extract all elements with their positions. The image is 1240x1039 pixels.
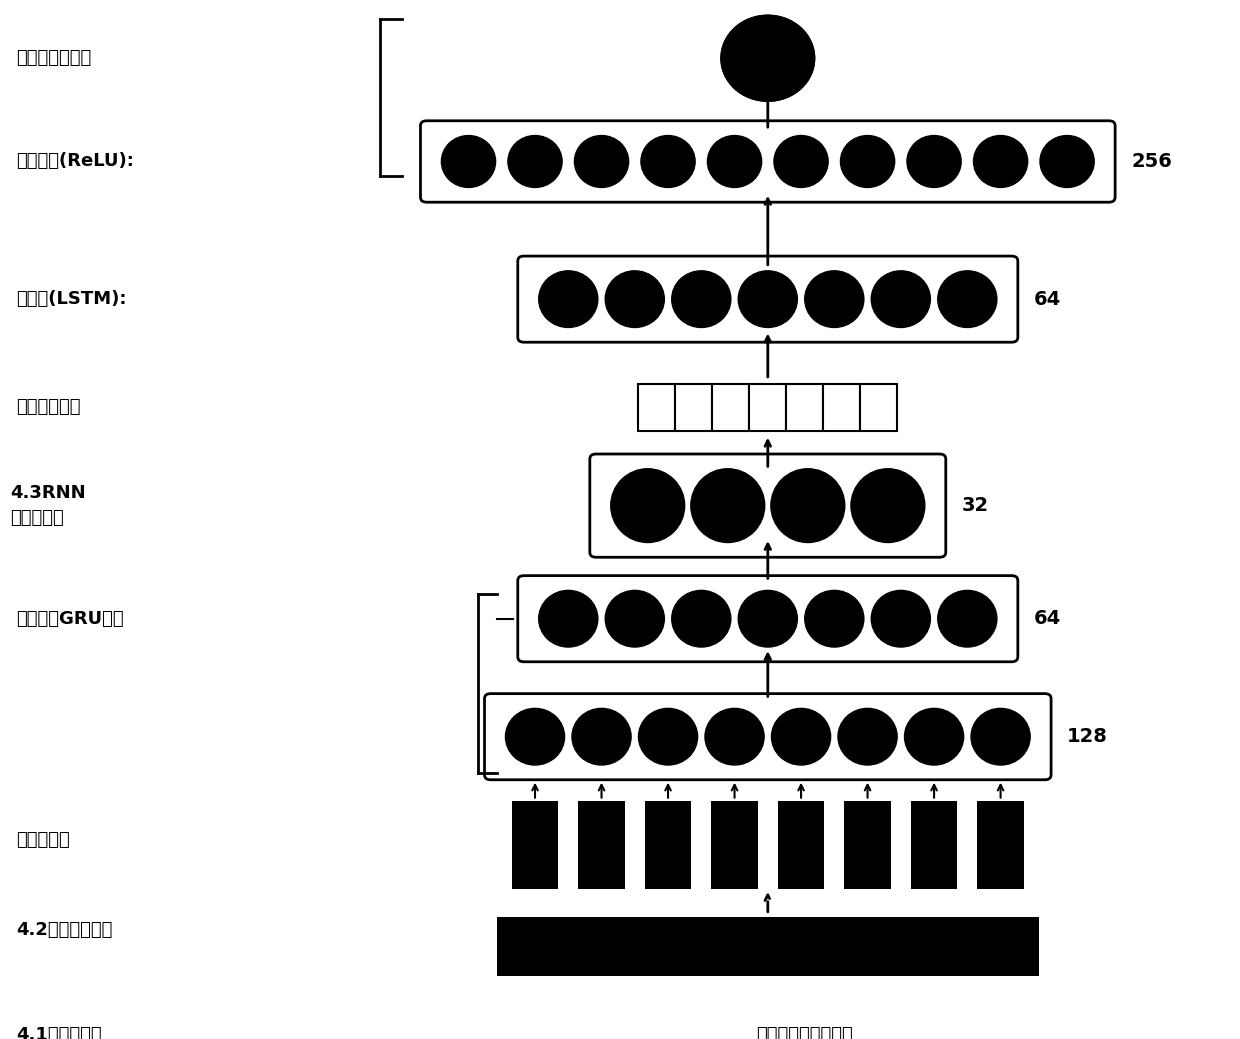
Text: 手环中的心率传感器: 手环中的心率传感器	[756, 1025, 853, 1039]
Bar	[823, 383, 861, 431]
Ellipse shape	[973, 135, 1028, 187]
Ellipse shape	[937, 271, 997, 327]
Text: 64: 64	[1034, 609, 1061, 629]
FancyBboxPatch shape	[485, 694, 1052, 779]
Bar	[910, 801, 957, 889]
Ellipse shape	[904, 709, 963, 765]
Ellipse shape	[639, 709, 698, 765]
Ellipse shape	[805, 590, 864, 647]
Ellipse shape	[738, 590, 797, 647]
Text: 128: 128	[1068, 727, 1109, 746]
Bar	[639, 383, 676, 431]
Ellipse shape	[738, 271, 797, 327]
Bar	[777, 801, 825, 889]
Text: 输出分类标签：: 输出分类标签：	[16, 49, 92, 68]
Bar	[512, 801, 558, 889]
FancyBboxPatch shape	[518, 576, 1018, 662]
Text: 编码器（GRU）：: 编码器（GRU）：	[16, 610, 124, 628]
Ellipse shape	[720, 16, 815, 101]
Ellipse shape	[641, 135, 696, 187]
Ellipse shape	[1040, 135, 1094, 187]
Ellipse shape	[672, 590, 730, 647]
Text: 32: 32	[962, 497, 990, 515]
Ellipse shape	[906, 135, 961, 187]
Ellipse shape	[508, 135, 562, 187]
Bar	[676, 383, 712, 431]
Ellipse shape	[771, 709, 831, 765]
Ellipse shape	[838, 709, 897, 765]
Ellipse shape	[611, 469, 684, 542]
Bar	[861, 383, 897, 431]
Bar	[977, 801, 1024, 889]
Ellipse shape	[538, 271, 598, 327]
Text: 256: 256	[1131, 152, 1172, 171]
Bar	[645, 801, 692, 889]
Text: 4.2心率预处理：: 4.2心率预处理：	[16, 922, 113, 939]
Ellipse shape	[706, 709, 764, 765]
Bar	[786, 383, 823, 431]
Ellipse shape	[605, 271, 665, 327]
Text: 固定的解码：: 固定的解码：	[16, 398, 81, 417]
Ellipse shape	[771, 469, 844, 542]
Bar	[712, 383, 749, 431]
Bar	[844, 801, 892, 889]
Ellipse shape	[574, 135, 629, 187]
Bar	[578, 801, 625, 889]
Ellipse shape	[851, 469, 925, 542]
FancyBboxPatch shape	[518, 256, 1018, 342]
Bar	[749, 383, 786, 431]
Ellipse shape	[841, 135, 895, 187]
Bar	[497, 916, 1039, 976]
Ellipse shape	[506, 709, 564, 765]
Ellipse shape	[441, 135, 496, 187]
Ellipse shape	[937, 590, 997, 647]
Ellipse shape	[672, 271, 730, 327]
FancyBboxPatch shape	[590, 454, 946, 557]
FancyBboxPatch shape	[420, 121, 1115, 203]
Ellipse shape	[971, 709, 1030, 765]
Text: 解码器(LSTM):: 解码器(LSTM):	[16, 290, 126, 309]
Bar	[712, 801, 758, 889]
Ellipse shape	[774, 135, 828, 187]
Text: 4.1数据收集：: 4.1数据收集：	[16, 1025, 102, 1039]
Text: 64: 64	[1034, 290, 1061, 309]
Ellipse shape	[605, 590, 665, 647]
Ellipse shape	[805, 271, 864, 327]
Ellipse shape	[538, 590, 598, 647]
Text: 全连接层(ReLU):: 全连接层(ReLU):	[16, 153, 134, 170]
Ellipse shape	[691, 469, 765, 542]
Ellipse shape	[720, 16, 815, 101]
Ellipse shape	[572, 709, 631, 765]
Text: 输入序列：: 输入序列：	[16, 831, 71, 849]
Ellipse shape	[872, 271, 930, 327]
Text: 4.3RNN
网络结构：: 4.3RNN 网络结构：	[10, 484, 86, 527]
Ellipse shape	[708, 135, 761, 187]
Ellipse shape	[872, 590, 930, 647]
